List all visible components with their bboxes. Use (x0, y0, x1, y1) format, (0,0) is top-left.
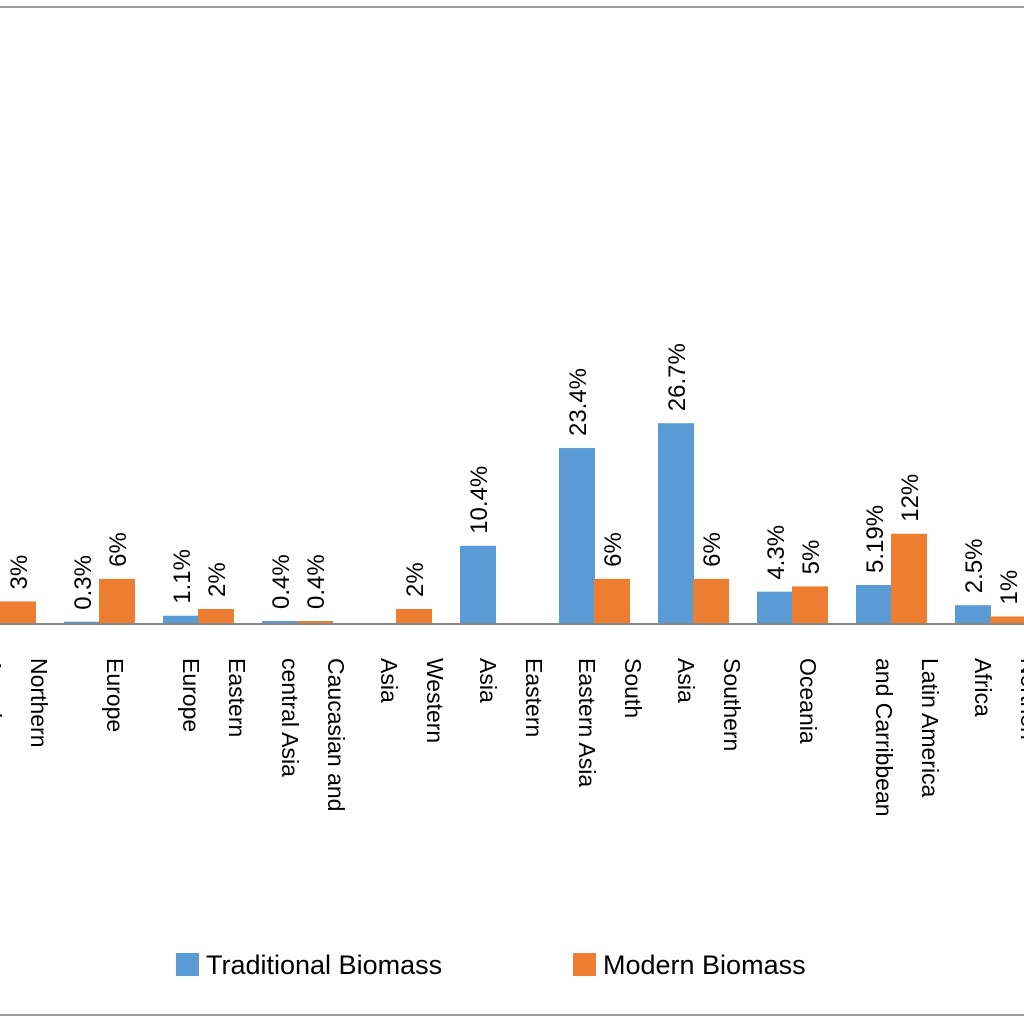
data-label: 1% (996, 570, 1023, 605)
data-label: 23.4% (565, 368, 592, 436)
category-labels-layer: Northern America Europe Eastern Europe Caucas… (0, 658, 1024, 817)
chart-frame (0, 6, 1024, 1016)
category-label: Southern (719, 658, 745, 751)
data-label: 6% (600, 532, 627, 567)
data-label: 6% (105, 532, 132, 567)
category-label: Western (422, 658, 448, 743)
data-label: 0.3% (70, 555, 97, 610)
data-label: 2% (204, 562, 231, 597)
data-label: 4.3% (763, 525, 790, 580)
category-label: Latin America (917, 658, 943, 798)
category-label: Caucasian and (323, 658, 349, 811)
bar-traditional-biomass (559, 448, 595, 624)
data-label: 0.4% (303, 554, 330, 609)
category-label: Europe (178, 658, 204, 732)
bar-traditional-biomass (262, 620, 298, 624)
data-label: 0.4% (268, 554, 295, 609)
data-label: 10.4% (466, 466, 493, 534)
category-label: Eastern (224, 658, 250, 737)
category-label: America (0, 658, 6, 743)
category-label: Asia (673, 658, 699, 703)
data-label: 2% (402, 562, 429, 597)
legend-label: Modern Biomass (603, 950, 806, 980)
bar-traditional-biomass (955, 605, 991, 624)
data-label: 5% (798, 540, 825, 575)
category-label: Northen (1016, 658, 1024, 740)
bar-modern-biomass (594, 578, 630, 624)
category-label: and Carribbean (871, 658, 897, 817)
legend-swatch (573, 953, 596, 976)
bar-traditional-biomass (460, 545, 496, 624)
data-label: 5.19% (862, 505, 889, 573)
bar-modern-biomass (396, 608, 432, 624)
bar-modern-biomass (792, 586, 828, 624)
data-labels-layer: 3% 0.3% 6% 1.1% 2% 0.4% 0.4% 2% 10.4% 23.4% 6% 26.7… (6, 343, 1023, 610)
bar-modern-biomass (0, 601, 36, 624)
data-label: 12% (897, 474, 924, 522)
data-label: 6% (699, 532, 726, 567)
category-label: Asia (376, 658, 402, 703)
bar-modern-biomass (198, 608, 234, 624)
legend-label: Traditional Biomass (206, 950, 442, 980)
legend-swatch (176, 953, 199, 976)
category-label: central Asia (277, 658, 303, 777)
legend: Traditional Biomass Modern Biomass (176, 950, 806, 980)
category-label: Eastern Asia (574, 658, 600, 787)
bar-traditional-biomass (658, 423, 694, 624)
bars-layer (0, 423, 1024, 624)
category-label: Eastern (521, 658, 547, 737)
bar-modern-biomass (297, 620, 333, 624)
bar-modern-biomass (99, 578, 135, 624)
bar-traditional-biomass (64, 621, 100, 624)
category-label: South (620, 658, 646, 718)
bar-modern-biomass (891, 533, 927, 624)
bar-modern-biomass (990, 616, 1024, 624)
data-label: 26.7% (664, 343, 691, 411)
bar-modern-biomass (693, 578, 729, 624)
bar-traditional-biomass (163, 615, 199, 624)
data-label: 1.1% (169, 549, 196, 604)
bar-traditional-biomass (757, 591, 793, 624)
category-label: Northern (26, 658, 52, 747)
category-label: Asia (475, 658, 501, 703)
data-label: 3% (6, 555, 33, 590)
bar-traditional-biomass (856, 584, 892, 624)
data-label: 2.5% (961, 538, 988, 593)
category-label: Oceania (795, 658, 821, 744)
category-label: Europe (102, 658, 128, 732)
category-label: Africa (970, 658, 996, 717)
